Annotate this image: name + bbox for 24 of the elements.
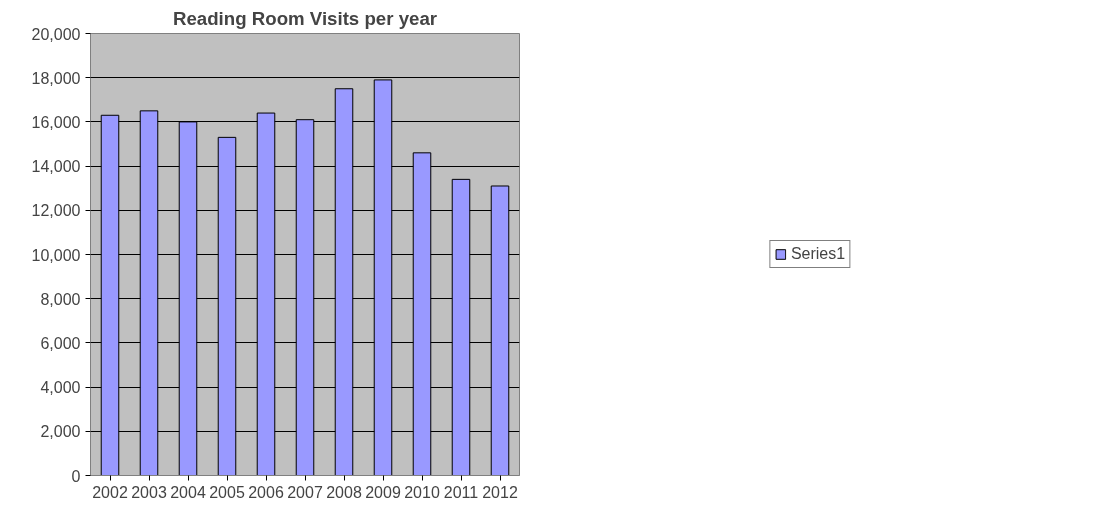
legend-label: Series1 [790, 245, 846, 263]
y-tick-label: 16,000 [31, 113, 81, 131]
y-tick-label: 14,000 [31, 158, 81, 176]
x-tick-label: 2011 [443, 483, 479, 501]
y-tick-label: 20,000 [31, 25, 81, 43]
chart-title: Reading Room Visits per year [172, 7, 438, 29]
x-tick-label: 2005 [209, 483, 245, 501]
y-tick-label: 10,000 [31, 246, 81, 264]
y-tick-label: 2,000 [40, 423, 81, 441]
y-tick-label: 6,000 [40, 334, 81, 352]
x-tick-label: 2008 [326, 483, 362, 501]
y-tick-label: 4,000 [40, 379, 81, 397]
x-tick-label: 2009 [365, 483, 401, 501]
x-tick-label: 2012 [482, 483, 518, 501]
y-tick-label: 18,000 [31, 69, 81, 87]
x-tick-label: 2010 [404, 483, 440, 501]
x-tick-label: 2007 [287, 483, 323, 501]
x-tick-label: 2004 [170, 483, 206, 501]
x-tick-label: 2003 [131, 483, 167, 501]
y-tick-label: 12,000 [31, 202, 81, 220]
x-tick-label: 2006 [248, 483, 284, 501]
x-tick-label: 2002 [92, 483, 128, 501]
y-tick-label: 0 [71, 467, 81, 485]
y-tick-label: 8,000 [40, 290, 81, 308]
